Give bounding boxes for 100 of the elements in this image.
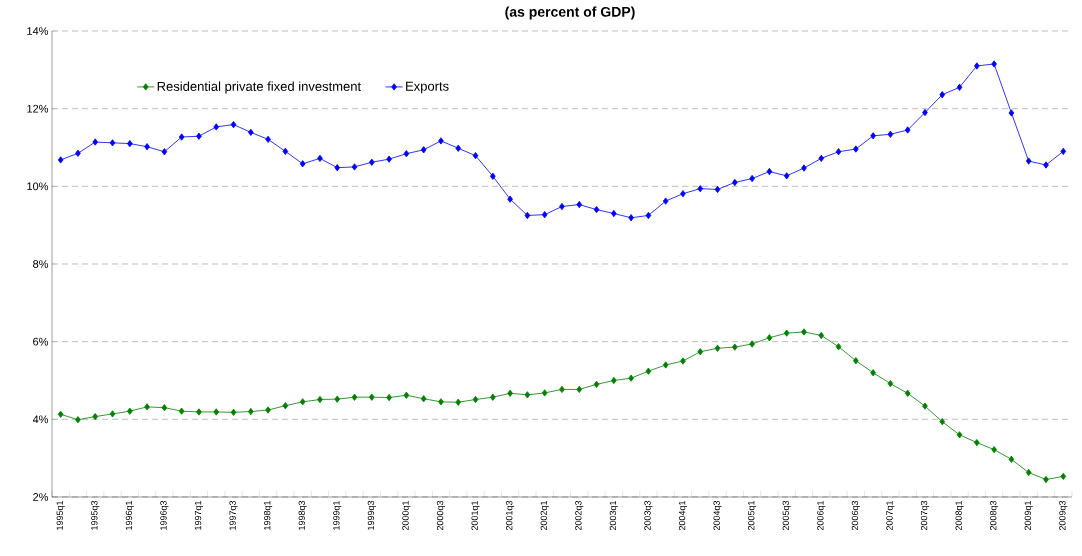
point xyxy=(956,83,963,91)
point xyxy=(92,413,99,421)
point xyxy=(334,164,341,172)
point xyxy=(57,410,64,418)
point xyxy=(956,431,963,439)
x-tick-label: 2008q1 xyxy=(955,500,964,531)
point xyxy=(144,143,150,151)
point xyxy=(870,369,876,377)
point xyxy=(904,389,911,397)
point xyxy=(904,126,911,134)
point xyxy=(351,393,358,401)
point xyxy=(1025,468,1032,477)
point xyxy=(662,361,669,369)
point xyxy=(455,144,462,152)
point xyxy=(178,407,185,415)
x-tick-label: 1995q1 xyxy=(56,500,65,530)
x-tick-label: 2007q1 xyxy=(886,500,895,531)
chart-title: (as percent of GDP) xyxy=(505,6,635,20)
y-tick-label: 14% xyxy=(27,27,49,35)
point xyxy=(490,393,496,401)
point xyxy=(801,164,807,172)
point xyxy=(541,211,548,219)
x-tick-label: 2008q3 xyxy=(990,500,999,531)
point xyxy=(472,152,479,160)
x-tick-label: 1996q1 xyxy=(125,500,134,530)
point xyxy=(818,154,825,162)
x-tick-label: 2000q1 xyxy=(402,500,411,531)
point xyxy=(161,404,168,412)
point xyxy=(593,380,600,388)
point xyxy=(680,357,686,365)
point xyxy=(299,398,306,406)
y-tick-label: 2% xyxy=(33,493,49,501)
point xyxy=(109,410,116,418)
x-tick-label: 2009q1 xyxy=(1024,500,1033,531)
x-tick-label: 2004q1 xyxy=(678,500,688,531)
point xyxy=(818,331,825,340)
point xyxy=(801,328,807,336)
x-tick-label: 2002q1 xyxy=(540,500,549,531)
point xyxy=(541,389,548,397)
point xyxy=(732,343,738,351)
x-tick-label: 1999q3 xyxy=(367,500,376,530)
point xyxy=(939,91,946,99)
point xyxy=(127,407,133,415)
point xyxy=(420,395,427,403)
point xyxy=(524,211,531,220)
point xyxy=(697,185,704,193)
point xyxy=(1043,161,1049,169)
x-tick-label: 2002q3 xyxy=(575,500,584,531)
point xyxy=(766,334,773,342)
point xyxy=(507,195,513,203)
point xyxy=(178,133,185,141)
point xyxy=(334,395,341,403)
point xyxy=(369,393,375,401)
point xyxy=(576,385,583,394)
x-tick-label: 2006q1 xyxy=(817,500,826,531)
y-tick-label: 12% xyxy=(27,104,49,113)
point xyxy=(265,406,271,414)
point xyxy=(783,329,790,337)
point xyxy=(662,197,669,205)
point xyxy=(524,391,531,399)
point xyxy=(714,344,721,352)
point xyxy=(455,398,462,406)
x-tick-label: 2005q1 xyxy=(748,500,757,531)
point xyxy=(974,62,980,70)
point xyxy=(196,408,202,416)
point xyxy=(351,163,358,171)
x-tick-label: 1998q1 xyxy=(264,500,273,530)
point xyxy=(835,343,842,351)
x-tick-label: 1995q3 xyxy=(91,500,100,530)
point xyxy=(593,206,600,214)
point xyxy=(645,367,652,375)
point xyxy=(887,379,894,388)
point xyxy=(835,148,842,156)
point xyxy=(92,138,99,146)
x-tick-label: 2003q1 xyxy=(609,500,618,531)
x-tick-label: 1997q1 xyxy=(194,500,204,530)
point xyxy=(317,154,323,162)
point xyxy=(230,120,237,129)
point xyxy=(870,132,876,140)
point xyxy=(507,389,513,397)
point xyxy=(299,160,306,168)
point xyxy=(109,139,116,147)
point xyxy=(369,158,375,166)
y-tick-label: 8% xyxy=(33,260,49,268)
point xyxy=(472,395,479,404)
point xyxy=(282,402,289,410)
x-tick-label: 1997q3 xyxy=(229,500,238,530)
point xyxy=(403,391,410,399)
point xyxy=(783,172,790,180)
point xyxy=(490,172,496,180)
point xyxy=(628,374,634,382)
point xyxy=(57,156,64,164)
point xyxy=(974,439,980,447)
x-tick-label: 2006q3 xyxy=(851,500,860,531)
point xyxy=(922,402,928,410)
point xyxy=(991,60,997,68)
point xyxy=(576,200,583,209)
point xyxy=(1060,472,1067,480)
point xyxy=(230,408,237,416)
point xyxy=(766,167,773,176)
